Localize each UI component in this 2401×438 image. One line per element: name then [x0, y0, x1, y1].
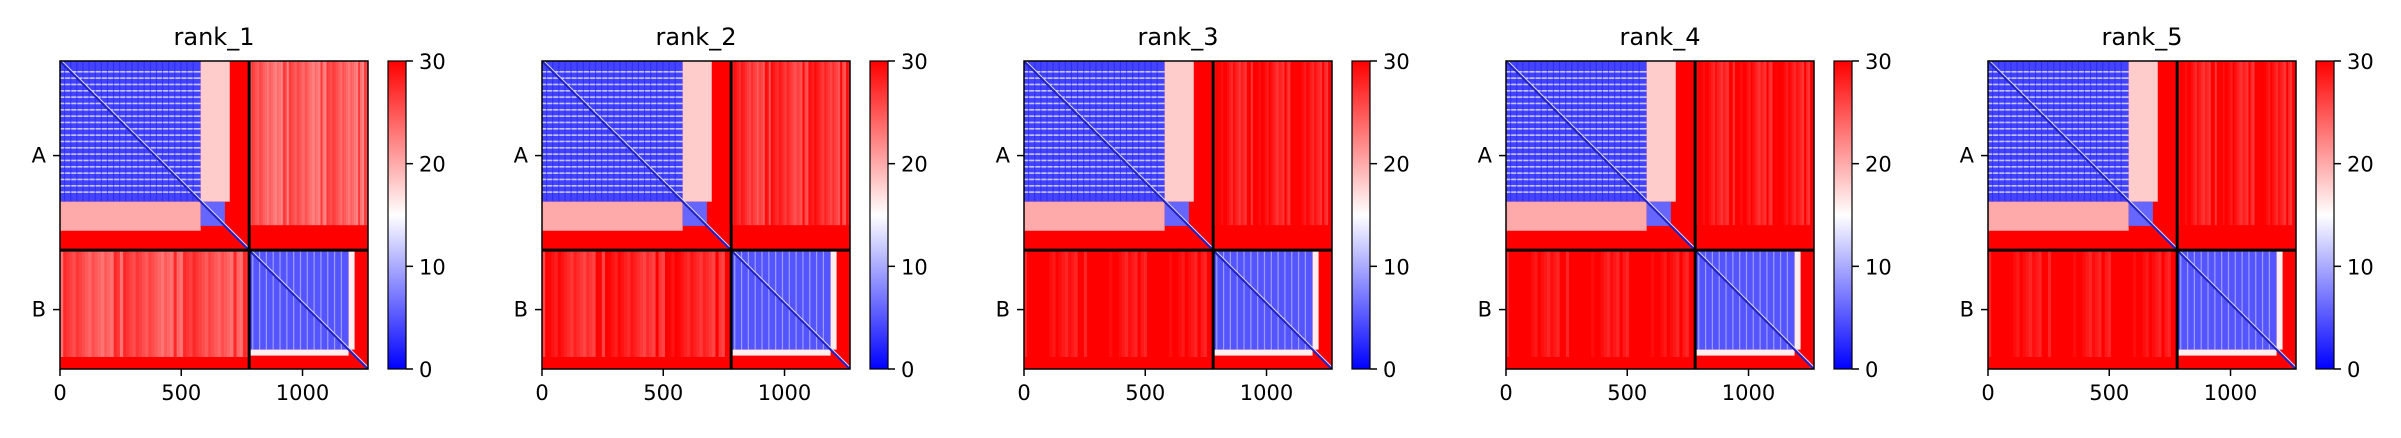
colorbar-tick-label: 10	[419, 255, 446, 279]
axes-frame	[59, 60, 369, 370]
pae-heatmap	[1506, 61, 1814, 369]
axes-frame	[1023, 60, 1333, 370]
colorbar-tick-label: 10	[901, 255, 928, 279]
colorbar-tick-label: 20	[901, 153, 928, 177]
chain-label: B	[1478, 298, 1492, 322]
pae-heatmap	[1024, 61, 1332, 369]
pae-panel-5: rank_5 0 500 1000 A B 0 10 20 30	[1960, 23, 2374, 405]
x-tick-label: 500	[161, 381, 201, 405]
x-tick-label: 500	[643, 381, 683, 405]
x-tick-label: 0	[535, 381, 548, 405]
colorbar-tick-label: 30	[1383, 50, 1410, 74]
panel-title: rank_2	[656, 23, 737, 51]
axes-frame	[1505, 60, 1815, 370]
panel-title: rank_1	[174, 23, 255, 51]
x-tick-label: 0	[1499, 381, 1512, 405]
colorbar-tick-label: 10	[1383, 255, 1410, 279]
axes-frame	[1987, 60, 2297, 370]
x-tick-label: 0	[1017, 381, 1030, 405]
chain-label: B	[514, 298, 528, 322]
pae-panel-3: rank_3 0 500 1000 A B 0 10 20 30	[996, 23, 1410, 405]
colorbar-tick-label: 0	[2347, 358, 2360, 382]
x-tick-label: 0	[1981, 381, 1994, 405]
chain-label: A	[514, 144, 529, 168]
colorbar: 0 10 20 30	[2315, 50, 2374, 382]
colorbar-tick-label: 0	[1383, 358, 1396, 382]
colorbar-tick-label: 30	[1865, 50, 1892, 74]
x-tick-label: 1000	[1722, 381, 1775, 405]
x-tick-label: 0	[53, 381, 66, 405]
chain-label: A	[996, 144, 1011, 168]
x-tick-label: 500	[1607, 381, 1647, 405]
x-tick-label: 500	[2089, 381, 2129, 405]
x-tick-label: 1000	[758, 381, 811, 405]
panel-title: rank_4	[1620, 23, 1701, 51]
axes-frame	[541, 60, 851, 370]
colorbar: 0 10 20 30	[1351, 50, 1410, 382]
colorbar: 0 10 20 30	[869, 50, 928, 382]
pae-panel-1: rank_1 0 500 1000 A B 0 10 20 30	[32, 23, 446, 405]
panel-title: rank_3	[1138, 23, 1219, 51]
colorbar-tick-label: 20	[1865, 153, 1892, 177]
chain-label: B	[32, 298, 46, 322]
chain-label: A	[32, 144, 47, 168]
x-tick-label: 500	[1125, 381, 1165, 405]
chain-label: A	[1478, 144, 1493, 168]
colorbar-tick-label: 20	[2347, 153, 2374, 177]
x-tick-label: 1000	[1240, 381, 1293, 405]
pae-panel-2: rank_2 0 500 1000 A B 0 10 20 30	[514, 23, 928, 405]
colorbar-tick-label: 30	[419, 50, 446, 74]
colorbar: 0 10 20 30	[1833, 50, 1892, 382]
chain-label: B	[996, 298, 1010, 322]
colorbar-tick-label: 0	[901, 358, 914, 382]
colorbar: 0 10 20 30	[387, 50, 446, 382]
pae-heatmap	[1988, 61, 2296, 369]
colorbar-tick-label: 0	[1865, 358, 1878, 382]
colorbar-tick-label: 30	[2347, 50, 2374, 74]
colorbar-tick-label: 30	[901, 50, 928, 74]
pae-heatmap	[542, 61, 850, 369]
panel-title: rank_5	[2102, 23, 2183, 51]
chain-label: B	[1960, 298, 1974, 322]
pae-heatmap	[60, 61, 368, 369]
pae-panel-4: rank_4 0 500 1000 A B 0 10 20 30	[1478, 23, 1892, 405]
colorbar-tick-label: 0	[419, 358, 432, 382]
colorbar-tick-label: 20	[1383, 153, 1410, 177]
x-tick-label: 1000	[276, 381, 329, 405]
chain-label: A	[1960, 144, 1975, 168]
colorbar-tick-label: 20	[419, 153, 446, 177]
colorbar-tick-label: 10	[1865, 255, 1892, 279]
x-tick-label: 1000	[2204, 381, 2257, 405]
colorbar-tick-label: 10	[2347, 255, 2374, 279]
